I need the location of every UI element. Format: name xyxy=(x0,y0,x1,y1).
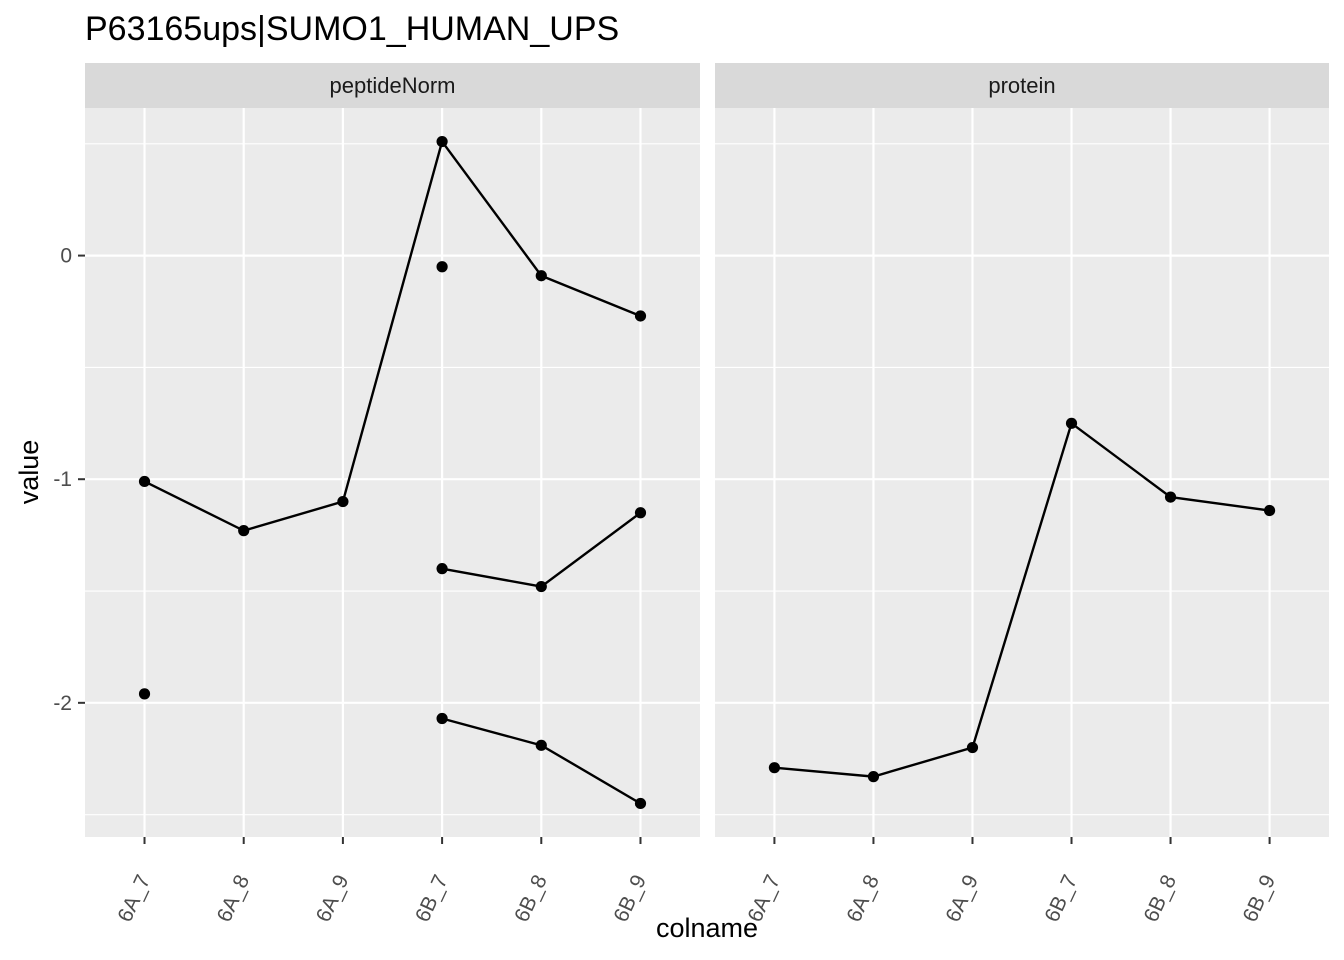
x-tick-label: 6A_9 xyxy=(941,871,983,925)
data-point xyxy=(238,525,250,537)
data-point xyxy=(535,270,547,282)
data-point xyxy=(436,135,448,148)
strip-background xyxy=(715,63,1329,108)
y-axis: -2 -1 0 xyxy=(53,245,85,715)
x-tick-label: 6B_9 xyxy=(1239,871,1281,925)
x-tick-label: 6A_8 xyxy=(842,871,884,925)
facet-panels: peptideNorm 6A_7 6A_8 6A_9 6B_7 6B_8 6B_9 prote… xyxy=(85,63,1329,926)
x-tick-label: 6A_9 xyxy=(312,871,354,925)
chart-title: P63165ups|SUMO1_HUMAN_UPS xyxy=(85,10,619,48)
data-point xyxy=(966,741,979,754)
data-point xyxy=(634,797,647,810)
x-tick-label: 6B_7 xyxy=(411,871,453,925)
data-point xyxy=(867,771,880,783)
data-point xyxy=(535,580,547,593)
data-point xyxy=(138,475,151,488)
x-axis-title: colname xyxy=(656,913,758,943)
data-point xyxy=(1263,504,1276,517)
x-tick-label: 6B_7 xyxy=(1040,871,1082,925)
data-point xyxy=(1065,417,1078,429)
y-axis-title: value xyxy=(14,440,44,505)
y-tick-label: -2 xyxy=(53,692,72,715)
data-point xyxy=(634,507,647,519)
data-point xyxy=(634,310,647,322)
x-tick-label: 6B_9 xyxy=(609,871,651,925)
series-line xyxy=(774,421,1270,778)
data-point xyxy=(768,762,781,774)
facet-panel-peptideNorm: peptideNorm 6A_7 6A_8 6A_9 6B_7 6B_8 6B_9 xyxy=(85,63,700,926)
x-tick-label: 6A_7 xyxy=(113,871,155,925)
strip-background xyxy=(85,63,700,108)
strip-label: protein xyxy=(988,73,1055,98)
data-point xyxy=(337,495,349,508)
y-tick-label: 0 xyxy=(60,245,72,268)
data-point xyxy=(436,261,448,273)
y-tick-label: -1 xyxy=(53,468,72,491)
data-point xyxy=(436,563,448,575)
data-point xyxy=(436,712,448,725)
data-point xyxy=(535,739,547,751)
data-point xyxy=(138,688,151,700)
data-point xyxy=(1164,491,1177,503)
x-tick-label: 6B_8 xyxy=(510,871,552,925)
panel-background xyxy=(85,108,700,837)
x-tick-label: 6A_8 xyxy=(213,871,255,925)
strip-label: peptideNorm xyxy=(330,73,456,98)
series-line xyxy=(143,138,641,532)
panel-background xyxy=(715,108,1329,837)
x-tick-label: 6B_8 xyxy=(1140,871,1182,925)
